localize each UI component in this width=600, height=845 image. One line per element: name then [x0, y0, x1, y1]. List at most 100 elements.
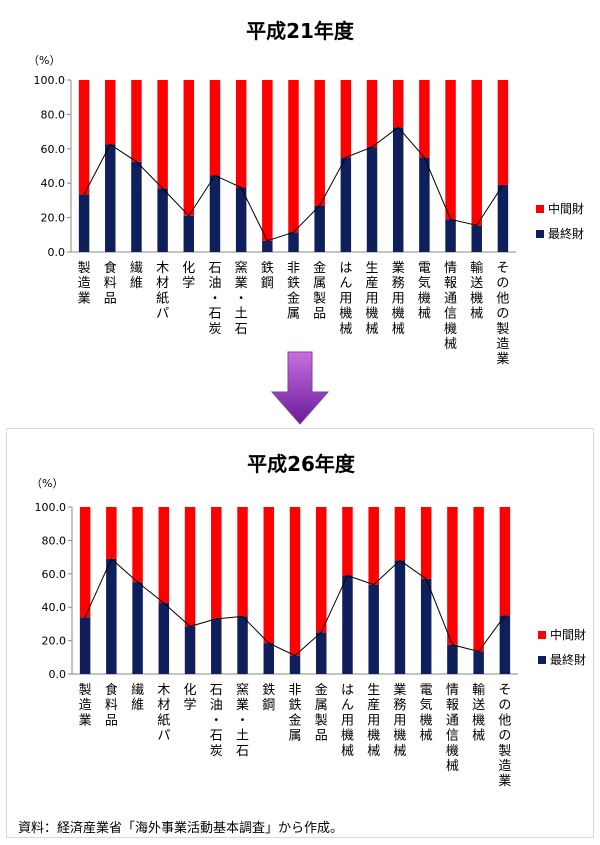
category-label: 生産用機械	[366, 261, 379, 337]
bar-intermediate	[209, 80, 221, 176]
bar-intermediate	[158, 507, 170, 604]
category-label: 非鉄金属	[287, 261, 300, 322]
bar-final	[211, 618, 222, 674]
category-label: 化学	[184, 683, 197, 713]
bar-final	[340, 157, 352, 252]
y-tick-label: 20.0	[42, 635, 67, 648]
bar-intermediate	[106, 507, 117, 559]
bar-final	[158, 603, 170, 674]
bar-final	[78, 194, 90, 252]
bar-intermediate	[78, 80, 90, 195]
category-label: はん用機械	[339, 261, 352, 337]
bar-intermediate	[314, 80, 325, 206]
bar-final	[262, 240, 273, 252]
category-label: 輸送機械	[472, 683, 485, 744]
bar-intermediate	[105, 80, 116, 145]
category-label: 製造業	[78, 261, 91, 306]
bar-intermediate	[183, 80, 195, 216]
category-label: 電気機械	[420, 683, 433, 744]
category-label: 食料品	[104, 260, 117, 306]
bar-final	[79, 617, 91, 674]
bar-final	[368, 584, 379, 674]
category-label: 生産用機械	[367, 683, 380, 759]
bar-intermediate	[473, 507, 484, 652]
bar-final	[497, 184, 509, 252]
category-label: 非鉄金属	[288, 683, 301, 744]
category-label: 鉄鋼	[261, 261, 274, 291]
y-tick-label: 100.0	[34, 74, 66, 87]
category-label: 製造業	[79, 683, 92, 728]
bar-final	[288, 232, 299, 252]
bar-final	[366, 147, 378, 252]
category-label: 繊維	[131, 682, 144, 713]
category-label: 金属製品	[313, 260, 326, 322]
bar-intermediate	[263, 507, 275, 644]
category-label: 電気機械	[418, 261, 431, 322]
legend-label-final: 最終財	[550, 652, 586, 667]
legend-label-intermediate: 中間財	[548, 201, 584, 216]
bar-final	[314, 205, 325, 252]
y-unit-label: （%）	[31, 477, 63, 490]
bar-intermediate	[445, 80, 456, 220]
y-tick-label: 0.0	[48, 246, 66, 259]
bar-final	[392, 127, 404, 252]
bar-intermediate	[288, 80, 299, 233]
category-label: 繊維	[130, 260, 143, 291]
chart-panel-h26: 平成26年度 （%） 0.0 20.0 40.0 60.0 80.0 100.0 製造業 食料品繊…	[6, 428, 594, 838]
bar-intermediate	[79, 507, 91, 618]
bar-final	[499, 615, 511, 674]
down-arrow-icon	[270, 351, 330, 425]
category-label: はん用機械	[341, 683, 354, 759]
legend-label-intermediate: 中間財	[550, 627, 586, 642]
y-tick-label: 0.0	[49, 668, 67, 681]
y-tick-label: 60.0	[42, 568, 67, 581]
y-tick-label: 80.0	[41, 108, 66, 121]
legend-swatch-intermediate	[536, 205, 544, 213]
bar-intermediate	[342, 507, 353, 576]
source-note: 資料：経済産業省「海外事業活動基本調査」から作成。	[18, 821, 344, 836]
bar-intermediate	[315, 507, 327, 633]
bar-final	[131, 161, 142, 252]
category-label: 石油・石炭	[208, 261, 221, 337]
bar-final	[447, 644, 458, 674]
bar-intermediate	[237, 507, 248, 617]
category-label: 業務用機械	[393, 682, 406, 759]
y-tick-label: 60.0	[41, 143, 66, 156]
bar-intermediate	[392, 80, 404, 128]
bar-final	[237, 616, 248, 674]
category-label: その他の製造業	[498, 683, 511, 789]
chart-panel-h21: 平成21年度 （%） 0.0 20.0 40.0 60.0 80.0 100.0 製造業 食料品繊…	[0, 0, 600, 372]
bar-final	[289, 655, 301, 674]
legend-swatch-final	[536, 230, 544, 238]
category-label: 化学	[182, 261, 195, 291]
category-label: その他の製造業	[496, 261, 509, 367]
chart-title: 平成21年度	[246, 19, 355, 43]
final-goods-line	[83, 126, 504, 242]
final-goods-line	[84, 557, 506, 657]
bar-intermediate	[447, 507, 458, 645]
y-tick-label: 20.0	[41, 212, 66, 225]
bar-intermediate	[497, 80, 509, 185]
bar-intermediate	[157, 80, 168, 189]
bar-intermediate	[394, 507, 406, 561]
bar-intermediate	[499, 507, 511, 616]
bar-final	[473, 651, 484, 674]
category-label: 情報通信機械	[446, 683, 459, 774]
bar-intermediate	[340, 80, 352, 158]
bar-intermediate	[235, 80, 247, 188]
bar-final	[209, 175, 221, 252]
bar-intermediate	[132, 507, 143, 583]
category-label: 食料品	[105, 682, 118, 728]
category-label: 業務用機械	[392, 260, 405, 337]
bar-intermediate	[471, 80, 482, 226]
bar-final	[235, 187, 247, 252]
y-unit-label: （%）	[28, 54, 60, 67]
bar-intermediate	[184, 507, 196, 627]
bar-intermediate	[131, 80, 142, 162]
category-label: 木材紙パ	[156, 261, 169, 322]
bar-final	[157, 188, 168, 252]
bar-final	[183, 215, 195, 252]
category-label: 木材紙パ	[157, 683, 170, 744]
bar-final	[184, 626, 196, 674]
y-tick-label: 40.0	[41, 177, 66, 190]
